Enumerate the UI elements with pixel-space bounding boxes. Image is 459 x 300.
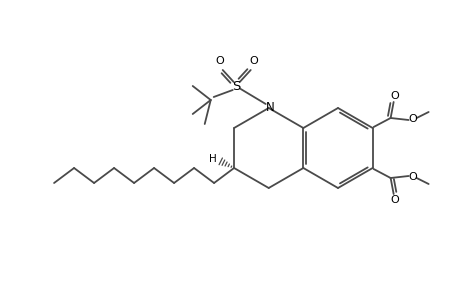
Text: O: O <box>408 172 416 182</box>
Text: O: O <box>389 195 398 205</box>
Text: O: O <box>408 114 416 124</box>
Text: H: H <box>209 154 217 164</box>
Text: O: O <box>249 56 257 66</box>
Text: S: S <box>232 80 241 92</box>
Text: N: N <box>266 100 274 113</box>
Text: O: O <box>215 56 224 66</box>
Text: O: O <box>389 91 398 101</box>
